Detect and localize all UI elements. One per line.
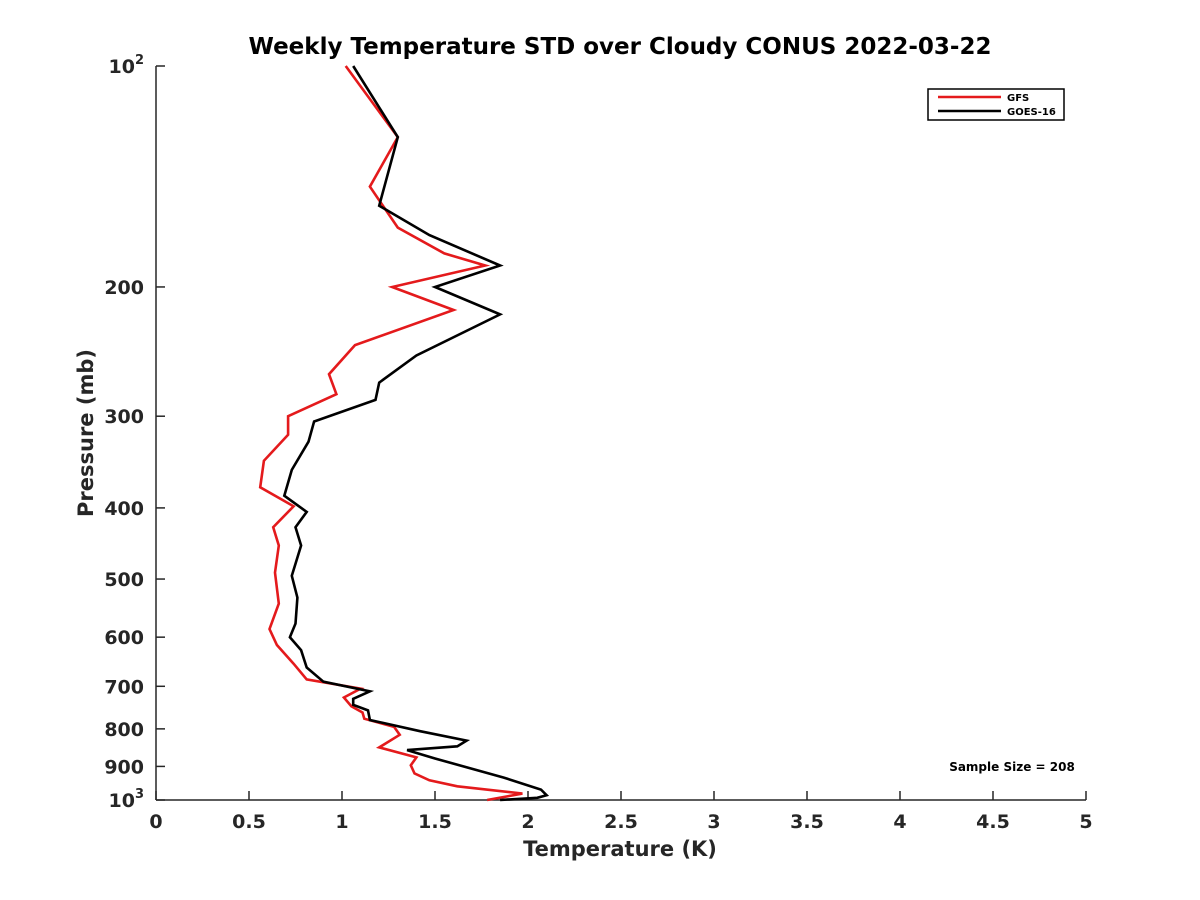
x-tick-label: 2.5 (604, 811, 638, 833)
plot-area (155, 66, 1086, 801)
x-tick-label: 0 (149, 811, 162, 833)
y-tick-label: 102 (109, 53, 145, 78)
legend: GFS GOES-16 (927, 88, 1065, 121)
y-tick-label: 500 (104, 569, 144, 591)
y-tick-label: 800 (104, 719, 144, 741)
y-tick-label: 900 (104, 756, 144, 778)
x-axis-label: Temperature (K) (523, 837, 717, 861)
y-tick-label: 200 (104, 277, 144, 299)
y-tick-label: 600 (104, 627, 144, 649)
chart-title: Weekly Temperature STD over Cloudy CONUS… (249, 34, 992, 60)
y-tick-label: 300 (104, 406, 144, 428)
x-tick-label: 1 (335, 811, 348, 833)
series-line-gfs (258, 65, 523, 802)
series-line-goes16 (282, 65, 550, 802)
x-tick-label: 1.5 (418, 811, 452, 833)
x-tick-label: 2 (521, 811, 534, 833)
x-tick-label: 4 (893, 811, 906, 833)
y-tick-label: 700 (104, 676, 144, 698)
x-tick-label: 3.5 (790, 811, 824, 833)
y-axis-label: Pressure (mb) (74, 349, 98, 517)
y-tick-label: 400 (104, 498, 144, 520)
series-layer (258, 65, 550, 802)
y-axis-ticks: 102 200 300 400 500 600 700 800 900 103 (104, 53, 165, 812)
sample-size-annotation: Sample Size = 208 (949, 760, 1075, 774)
x-tick-label: 5 (1079, 811, 1092, 833)
x-axis-ticks: 0 0.5 1 1.5 2 2.5 3 3.5 4 4.5 5 (149, 791, 1093, 833)
legend-label-gfs: GFS (1007, 93, 1029, 104)
x-tick-label: 3 (707, 811, 720, 833)
x-tick-label: 4.5 (976, 811, 1010, 833)
legend-label-goes16: GOES-16 (1007, 107, 1056, 118)
y-tick-label: 103 (109, 787, 145, 812)
x-tick-label: 0.5 (232, 811, 266, 833)
legend-box (927, 88, 1065, 121)
